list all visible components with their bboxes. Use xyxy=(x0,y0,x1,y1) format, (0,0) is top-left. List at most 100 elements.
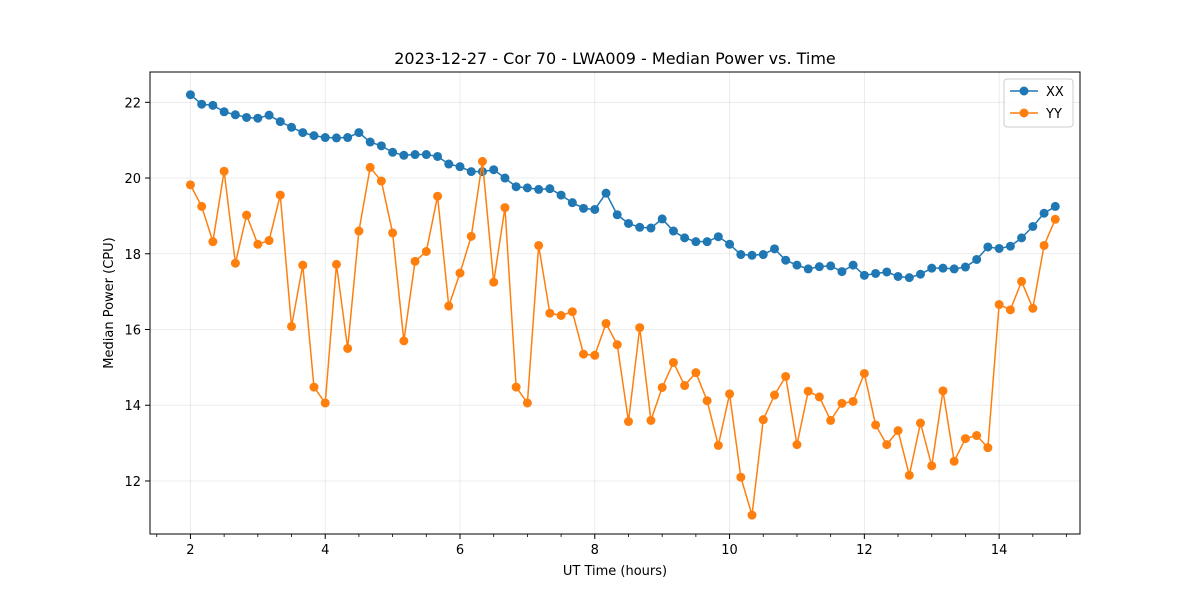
data-point-xx xyxy=(230,110,240,120)
x-tick-label: 14 xyxy=(991,543,1008,558)
x-tick-label: 2 xyxy=(186,543,194,558)
data-point-yy xyxy=(814,392,824,402)
data-point-xx xyxy=(197,99,207,109)
data-point-yy xyxy=(758,415,768,425)
data-point-yy xyxy=(343,343,353,353)
data-point-xx xyxy=(331,133,341,143)
data-point-yy xyxy=(579,349,589,359)
data-point-yy xyxy=(904,470,914,480)
data-point-xx xyxy=(781,255,791,265)
data-point-xx xyxy=(1028,222,1038,231)
data-point-yy xyxy=(500,203,510,213)
data-point-yy xyxy=(197,201,207,211)
data-point-xx xyxy=(455,162,465,172)
data-point-xx xyxy=(399,150,409,160)
data-point-yy xyxy=(1028,303,1038,313)
data-point-yy xyxy=(253,239,263,249)
data-point-yy xyxy=(421,247,431,256)
y-tick-label: 22 xyxy=(124,96,141,111)
legend-label: YY xyxy=(1045,107,1062,122)
data-point-xx xyxy=(702,237,712,247)
data-point-yy xyxy=(365,162,375,172)
data-point-xx xyxy=(803,264,813,274)
data-point-yy xyxy=(938,386,948,396)
x-tick-label: 8 xyxy=(591,543,599,558)
data-point-xx xyxy=(994,243,1004,253)
data-point-xx xyxy=(545,184,555,194)
data-point-xx xyxy=(960,262,970,272)
data-point-xx xyxy=(814,262,824,272)
data-point-xx xyxy=(859,270,869,280)
data-point-yy xyxy=(792,440,802,450)
y-tick-label: 20 xyxy=(124,172,141,187)
data-point-xx xyxy=(725,239,735,249)
data-point-yy xyxy=(433,191,443,201)
data-point-yy xyxy=(309,382,319,392)
data-point-xx xyxy=(747,250,757,260)
legend-marker-swatch xyxy=(1019,86,1029,96)
data-point-xx xyxy=(287,122,297,132)
data-point-yy xyxy=(208,237,218,247)
data-point-yy xyxy=(770,390,780,400)
data-point-xx xyxy=(421,150,431,160)
data-point-yy xyxy=(781,371,791,381)
data-point-yy xyxy=(691,368,701,378)
data-point-xx xyxy=(882,267,892,277)
data-point-xx xyxy=(567,198,577,208)
data-point-yy xyxy=(242,210,252,220)
y-tick-label: 14 xyxy=(124,399,141,414)
data-point-yy xyxy=(275,190,285,200)
data-point-xx xyxy=(770,244,780,254)
data-point-yy xyxy=(747,510,757,520)
data-point-yy xyxy=(871,420,881,430)
data-point-xx xyxy=(646,223,656,233)
data-point-xx xyxy=(264,110,274,120)
data-point-xx xyxy=(534,184,544,194)
legend-item-xx: XX xyxy=(1010,85,1064,100)
data-point-yy xyxy=(264,236,274,246)
data-point-yy xyxy=(522,398,532,408)
data-point-xx xyxy=(668,226,678,236)
plot-area-frame xyxy=(149,71,1081,535)
chart-title: 2023-12-27 - Cor 70 - LWA009 - Median Po… xyxy=(394,49,836,68)
legend-label: XX xyxy=(1046,85,1064,100)
data-point-yy xyxy=(612,340,622,350)
y-tick-label: 18 xyxy=(124,248,141,263)
data-point-yy xyxy=(837,398,847,408)
data-point-xx xyxy=(927,263,937,273)
data-point-xx xyxy=(871,268,881,278)
data-point-xx xyxy=(275,117,285,127)
data-point-yy xyxy=(702,396,712,406)
data-point-yy xyxy=(1005,305,1015,315)
data-point-xx xyxy=(1050,201,1060,211)
data-point-yy xyxy=(287,321,297,331)
data-point-xx xyxy=(837,267,847,277)
data-point-yy xyxy=(668,357,678,367)
data-point-yy xyxy=(893,426,903,436)
data-point-xx xyxy=(601,188,611,198)
data-point-xx xyxy=(365,137,375,147)
x-axis-label: UT Time (hours) xyxy=(563,564,667,579)
data-point-yy xyxy=(725,389,735,399)
data-point-yy xyxy=(736,472,746,482)
data-point-xx xyxy=(1005,241,1015,251)
x-tick-label: 12 xyxy=(856,543,873,558)
data-point-xx xyxy=(253,113,263,123)
axis-ticks: 2 4 6 8 10 12 14 12 14 16 18 20 22 xyxy=(124,96,1067,558)
legend: XX YY xyxy=(1003,78,1074,128)
data-point-xx xyxy=(208,100,218,110)
data-point-xx xyxy=(343,133,353,143)
data-point-yy xyxy=(230,258,240,268)
series-layer xyxy=(185,90,1060,520)
data-point-yy xyxy=(848,396,858,406)
legend-item-yy: YY xyxy=(1010,107,1062,122)
data-point-yy xyxy=(646,415,656,425)
data-point-xx xyxy=(556,190,566,200)
data-point-yy xyxy=(298,260,308,270)
data-point-yy xyxy=(1017,276,1027,286)
data-point-yy xyxy=(635,323,645,333)
data-point-yy xyxy=(826,415,836,425)
data-point-xx xyxy=(893,271,903,281)
data-point-xx xyxy=(938,263,948,273)
